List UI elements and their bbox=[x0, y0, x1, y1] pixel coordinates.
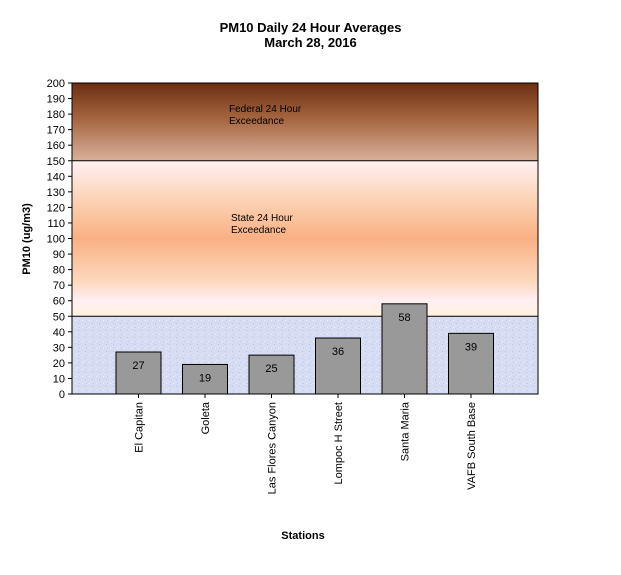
bar-goleta bbox=[182, 363, 228, 395]
y-tick-label: 100 bbox=[47, 234, 65, 246]
federal-exceedance-band bbox=[72, 83, 538, 161]
y-tick-label: 90 bbox=[53, 249, 65, 261]
y-tick-label: 80 bbox=[53, 265, 65, 277]
y-tick-label: 180 bbox=[47, 109, 65, 121]
x-tick-label: VAFB South Base bbox=[466, 402, 478, 490]
federal-band-label: Federal 24 Hour bbox=[229, 104, 302, 115]
bar-data-label: 58 bbox=[398, 312, 410, 324]
y-tick-label: 20 bbox=[53, 358, 65, 370]
federal-band-label: Exceedance bbox=[229, 116, 284, 127]
bar-vafb-south-base bbox=[448, 332, 494, 395]
y-tick-label: 40 bbox=[53, 327, 65, 339]
y-tick-label: 30 bbox=[53, 342, 65, 354]
y-tick-label: 140 bbox=[47, 171, 65, 183]
bar-el-capitan bbox=[115, 351, 162, 395]
y-tick-label: 110 bbox=[47, 218, 65, 230]
y-tick-label: 0 bbox=[59, 389, 65, 401]
y-tick-label: 130 bbox=[47, 187, 65, 199]
x-tick-label: Las Flores Canyon bbox=[267, 402, 279, 494]
y-tick-label: 120 bbox=[47, 202, 65, 214]
y-tick-label: 190 bbox=[47, 94, 65, 106]
bar-data-label: 25 bbox=[265, 363, 277, 375]
y-axis-title: PM10 (ug/m3) bbox=[21, 203, 33, 275]
x-tick-label: El Capitan bbox=[134, 402, 146, 453]
chart-subtitle: March 28, 2016 bbox=[264, 35, 357, 50]
x-tick-label: Goleta bbox=[200, 401, 212, 434]
y-tick-label: 200 bbox=[47, 78, 65, 90]
bar-las-flores-canyon bbox=[248, 354, 295, 395]
bar-santa-maria bbox=[381, 303, 428, 395]
x-tick-label: Santa Maria bbox=[400, 401, 412, 461]
bars: 27 19 25 36 58 39 bbox=[115, 303, 494, 395]
y-tick-label: 150 bbox=[47, 156, 65, 168]
x-axis-title: Stations bbox=[281, 530, 324, 542]
x-axis: El Capitan Goleta Las Flores Canyon Lompoc … bbox=[134, 394, 478, 494]
y-tick-label: 170 bbox=[47, 125, 65, 137]
chart-title: PM10 Daily 24 Hour Averages bbox=[219, 20, 402, 35]
y-tick-label: 160 bbox=[47, 140, 65, 152]
x-tick-label: Lompoc H Street bbox=[333, 402, 345, 485]
y-tick-label: 10 bbox=[53, 373, 65, 385]
state-band-label: Exceedance bbox=[231, 225, 286, 236]
y-tick-label: 50 bbox=[53, 311, 65, 323]
bar-data-label: 36 bbox=[332, 346, 344, 358]
state-exceedance-band bbox=[72, 160, 538, 317]
bar-data-label: 19 bbox=[199, 372, 211, 384]
y-tick-label: 70 bbox=[53, 280, 65, 292]
bar-data-label: 27 bbox=[132, 360, 144, 372]
state-band-label: State 24 Hour bbox=[231, 213, 293, 224]
y-tick-label: 60 bbox=[53, 296, 65, 308]
y-axis: 0 10 20 30 40 50 60 70 80 90 100 110 120 130 140 150 160… bbox=[47, 78, 72, 401]
bar-data-label: 39 bbox=[465, 341, 477, 353]
